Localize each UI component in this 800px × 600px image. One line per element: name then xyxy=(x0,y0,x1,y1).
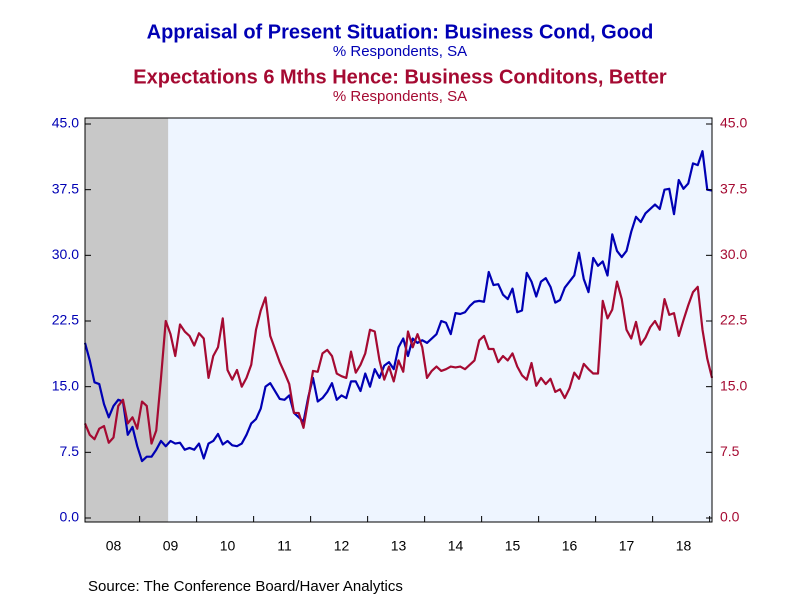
x-tick-label: 11 xyxy=(277,538,292,554)
source: Source: The Conference Board/Haver Analy… xyxy=(88,578,403,595)
y2-tick-label: 0.0 xyxy=(720,509,740,525)
series-subtitle: % Respondents, SA xyxy=(333,43,467,60)
y-tick-label: 22.5 xyxy=(52,312,79,328)
y-tick-label: 15.0 xyxy=(52,377,79,393)
plot-frame xyxy=(84,117,713,523)
x-tick-label: 09 xyxy=(163,538,179,554)
y-tick-label: 37.5 xyxy=(52,180,79,196)
x-tick-label: 13 xyxy=(391,538,407,554)
recession-shade xyxy=(85,118,169,522)
x-tick-label: 16 xyxy=(562,538,578,554)
x-tick-label: 17 xyxy=(619,538,635,554)
x-tick-label: 18 xyxy=(676,538,692,554)
y2-tick-label: 37.5 xyxy=(720,180,747,196)
y-tick-label: 0.0 xyxy=(60,509,80,525)
x-tick-label: 14 xyxy=(448,538,464,554)
x-tick-label: 12 xyxy=(334,538,350,554)
x-tick-label: 08 xyxy=(106,538,122,554)
series-subtitle: % Respondents, SA xyxy=(333,88,467,105)
series-line xyxy=(83,150,713,463)
y2-tick-label: 45.0 xyxy=(720,115,747,131)
y-tick-label: 7.5 xyxy=(60,443,80,459)
x-tick-label: 15 xyxy=(505,538,521,554)
y-tick-label: 45.0 xyxy=(52,115,79,131)
series-title: Expectations 6 Mths Hence: Business Cond… xyxy=(133,66,667,88)
y2-tick-label: 22.5 xyxy=(720,312,747,328)
x-tick-label: 10 xyxy=(220,538,236,554)
series-title: Appraisal of Present Situation: Business… xyxy=(147,21,654,43)
y2-tick-label: 30.0 xyxy=(720,246,747,262)
series-line xyxy=(83,280,714,445)
y2-tick-label: 15.0 xyxy=(720,377,747,393)
y-tick-label: 30.0 xyxy=(52,246,79,262)
plot-area xyxy=(85,118,712,522)
y2-tick-label: 7.5 xyxy=(720,443,740,459)
